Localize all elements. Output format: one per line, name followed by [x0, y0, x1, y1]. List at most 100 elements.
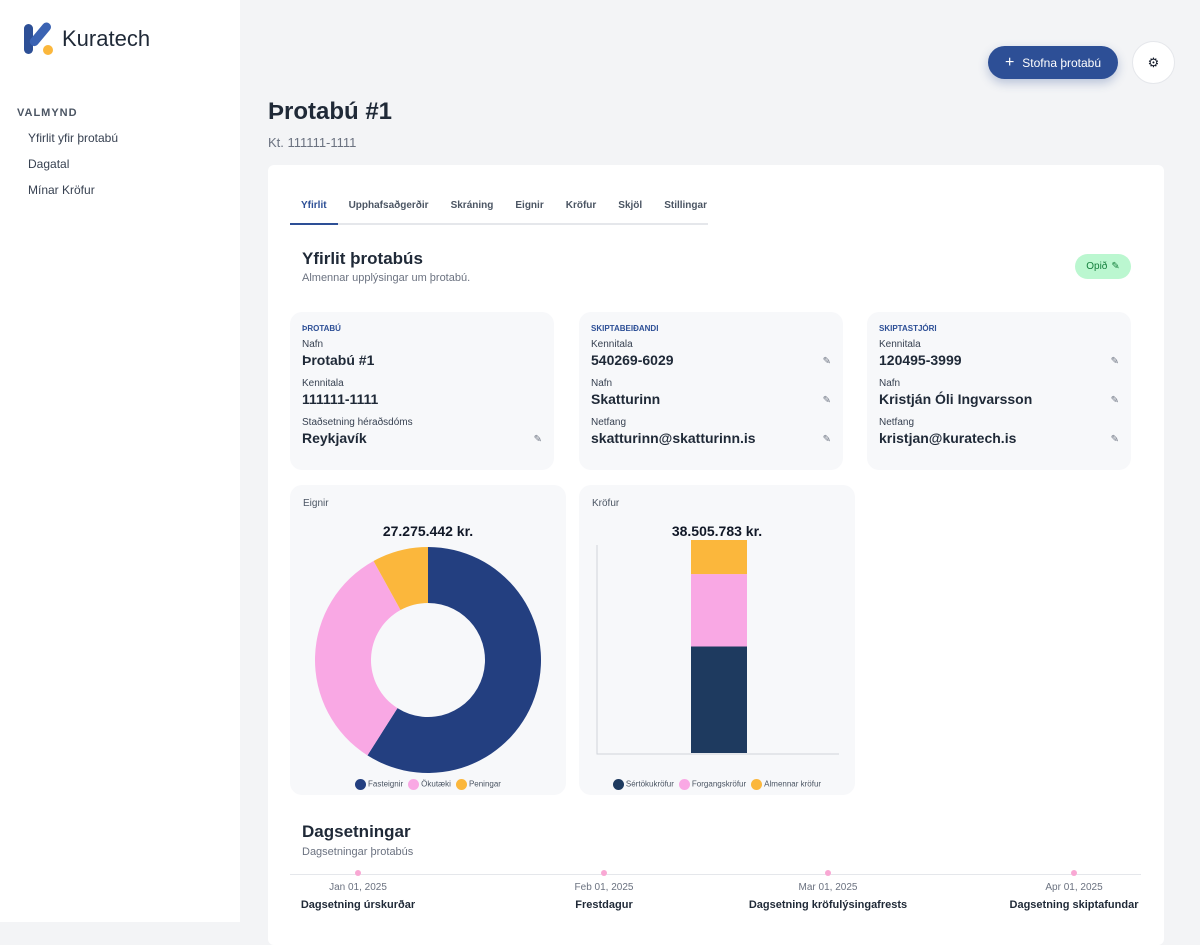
- tab-settings[interactable]: Stillingar: [664, 200, 707, 211]
- tab-overview[interactable]: Yfirlit: [290, 200, 338, 225]
- timeline-label: Dagsetning kröfulýsingafrests: [748, 899, 908, 911]
- field-value: 120495-3999: [879, 352, 962, 368]
- sidebar-item-my-claims[interactable]: Mínar Kröfur: [28, 183, 95, 197]
- card-field: Nafn Kristján Óli Ingvarsson ✎: [879, 378, 1119, 417]
- field-label: Kennitala: [302, 378, 344, 389]
- card-heading: SKIPTABEIÐANDI: [591, 324, 659, 333]
- bar-segment[interactable]: [691, 646, 747, 754]
- donut-slice-ökutæki[interactable]: [315, 560, 401, 756]
- card-heading: ÞROTABÚ: [302, 324, 341, 333]
- legend-item[interactable]: Sértökukröfur: [612, 779, 674, 790]
- legend-label: Forgangskröfur: [691, 779, 747, 789]
- edit-icon[interactable]: ✎: [1110, 434, 1119, 445]
- chart-axes: [596, 545, 839, 755]
- card-field: Nafn Skatturinn ✎: [591, 378, 831, 417]
- administrator-card: SKIPTASTJÓRI Kennitala 120495-3999 ✎ Nafn Kri…: [867, 312, 1131, 470]
- donut-slice-fasteignir[interactable]: [367, 547, 541, 773]
- legend-item[interactable]: Forgangskröfur: [678, 779, 747, 790]
- assets-chart-title: Eignir: [303, 498, 329, 509]
- edit-icon[interactable]: ✎: [1110, 395, 1119, 406]
- tab-registration[interactable]: Skráning: [450, 200, 494, 211]
- edit-icon[interactable]: ✎: [1110, 356, 1119, 367]
- legend-item[interactable]: Fasteignir: [355, 779, 403, 790]
- field-label: Netfang: [591, 417, 627, 428]
- assets-donut-chart: [315, 547, 541, 773]
- timeline-dot: [825, 870, 831, 876]
- new-estate-button[interactable]: + Stofna þrotabú: [988, 46, 1118, 79]
- timeline-date: Mar 01, 2025: [798, 882, 858, 893]
- assets-total: 27.275.442 kr.: [382, 523, 474, 539]
- sidebar-item-overview[interactable]: Yfirlit yfir þrotabú: [28, 131, 119, 145]
- tab-initial-actions[interactable]: Upphafsaðgerðir: [348, 200, 429, 211]
- overview-title: Yfirlit þrotabús: [302, 249, 423, 268]
- claims-chart-card: Kröfur 38.505.783 kr. Sértökukröfur Forga…: [579, 485, 855, 795]
- field-label: Nafn: [879, 378, 901, 389]
- timeline-date: Jan 01, 2025: [329, 882, 387, 893]
- edit-icon[interactable]: ✎: [822, 434, 831, 445]
- gear-icon: ⚙: [1147, 54, 1160, 70]
- field-value: Þrotabú #1: [302, 352, 375, 368]
- field-value: skatturinn@skatturinn.is: [591, 430, 756, 446]
- tabs: Yfirlit Upphafsaðgerðir Skráning Eignir …: [290, 200, 708, 225]
- overview-subtitle: Almennar upplýsingar um þrotabú.: [302, 272, 471, 284]
- legend-swatch: [408, 779, 420, 790]
- sidebar: Kuratech VALMYND Yfirlit yfir þrotabú Da…: [0, 0, 240, 922]
- field-value: Reykjavík: [302, 430, 367, 446]
- field-label: Nafn: [302, 339, 324, 350]
- field-value: Skatturinn: [591, 391, 661, 407]
- timeline-date: Feb 01, 2025: [574, 882, 634, 893]
- card-field: Netfang kristjan@kuratech.is ✎: [879, 417, 1119, 456]
- field-label: Staðsetning héraðsdóms: [302, 417, 413, 428]
- timeline-label: Dagsetning skiptafundar: [1009, 899, 1139, 911]
- legend-swatch: [678, 779, 690, 790]
- edit-icon: ✎: [1111, 261, 1120, 272]
- legend-label: Ökutæki: [421, 779, 451, 789]
- menu-title: VALMYND: [17, 107, 78, 119]
- card-field: Netfang skatturinn@skatturinn.is ✎: [591, 417, 831, 456]
- plus-icon: +: [1004, 53, 1015, 71]
- legend-label: Almennar kröfur: [764, 779, 822, 789]
- status-label: Opið: [1086, 261, 1108, 272]
- legend-swatch: [355, 779, 367, 790]
- timeline-item[interactable]: Apr 01, 2025 Dagsetning skiptafundar: [994, 870, 1154, 913]
- legend-swatch: [455, 779, 467, 790]
- edit-icon[interactable]: ✎: [533, 434, 542, 445]
- legend-item[interactable]: Ökutæki: [408, 779, 451, 790]
- timeline-label: Frestdagur: [575, 899, 633, 911]
- edit-icon[interactable]: ✎: [822, 356, 831, 367]
- sidebar-item-calendar[interactable]: Dagatal: [28, 157, 70, 171]
- legend-label: Peningar: [468, 779, 501, 789]
- logo[interactable]: Kuratech: [22, 22, 150, 56]
- timeline-item[interactable]: Feb 01, 2025 Frestdagur: [524, 870, 684, 913]
- bar-segment[interactable]: [691, 574, 747, 647]
- legend-label: Fasteignir: [368, 779, 404, 789]
- legend-item[interactable]: Almennar kröfur: [751, 779, 821, 790]
- claims-total: 38.505.783 kr.: [671, 523, 763, 539]
- donut-slice-peningar[interactable]: [373, 547, 428, 611]
- tab-assets[interactable]: Eignir: [515, 200, 544, 211]
- page-kennitala: Kt. 111111-1111: [268, 135, 357, 150]
- field-label: Kennitala: [879, 339, 921, 350]
- card-field: Staðsetning héraðsdóms Reykjavík ✎: [302, 417, 542, 456]
- kuratech-logo-icon: [24, 22, 53, 55]
- estate-card: ÞROTABÚ Nafn Þrotabú #1 Kennitala 111111-111…: [290, 312, 554, 470]
- bar-segment[interactable]: [691, 540, 747, 575]
- edit-icon[interactable]: ✎: [822, 395, 831, 406]
- timeline-item[interactable]: Mar 01, 2025 Dagsetning kröfulýsingafrest…: [748, 870, 908, 913]
- tab-documents[interactable]: Skjöl: [618, 200, 643, 211]
- settings-button[interactable]: ⚙: [1132, 41, 1175, 84]
- timeline-date: Apr 01, 2025: [1045, 882, 1103, 893]
- legend-label: Sértökukröfur: [625, 779, 674, 789]
- claims-bar-chart: [596, 540, 839, 755]
- tab-claims[interactable]: Kröfur: [565, 200, 597, 211]
- field-label: Nafn: [591, 378, 613, 389]
- legend-item[interactable]: Peningar: [455, 779, 501, 790]
- card-field: Nafn Þrotabú #1: [302, 339, 542, 378]
- timeline-label: Dagsetning úrskurðar: [300, 899, 416, 911]
- card-heading: SKIPTASTJÓRI: [879, 324, 937, 333]
- new-estate-label: Stofna þrotabú: [1022, 55, 1102, 70]
- status-badge[interactable]: Opið ✎: [1075, 254, 1131, 279]
- timeline-item[interactable]: Jan 01, 2025 Dagsetning úrskurðar: [278, 870, 438, 913]
- field-value: Kristján Óli Ingvarsson: [879, 391, 1033, 407]
- claims-chart-title: Kröfur: [592, 498, 620, 509]
